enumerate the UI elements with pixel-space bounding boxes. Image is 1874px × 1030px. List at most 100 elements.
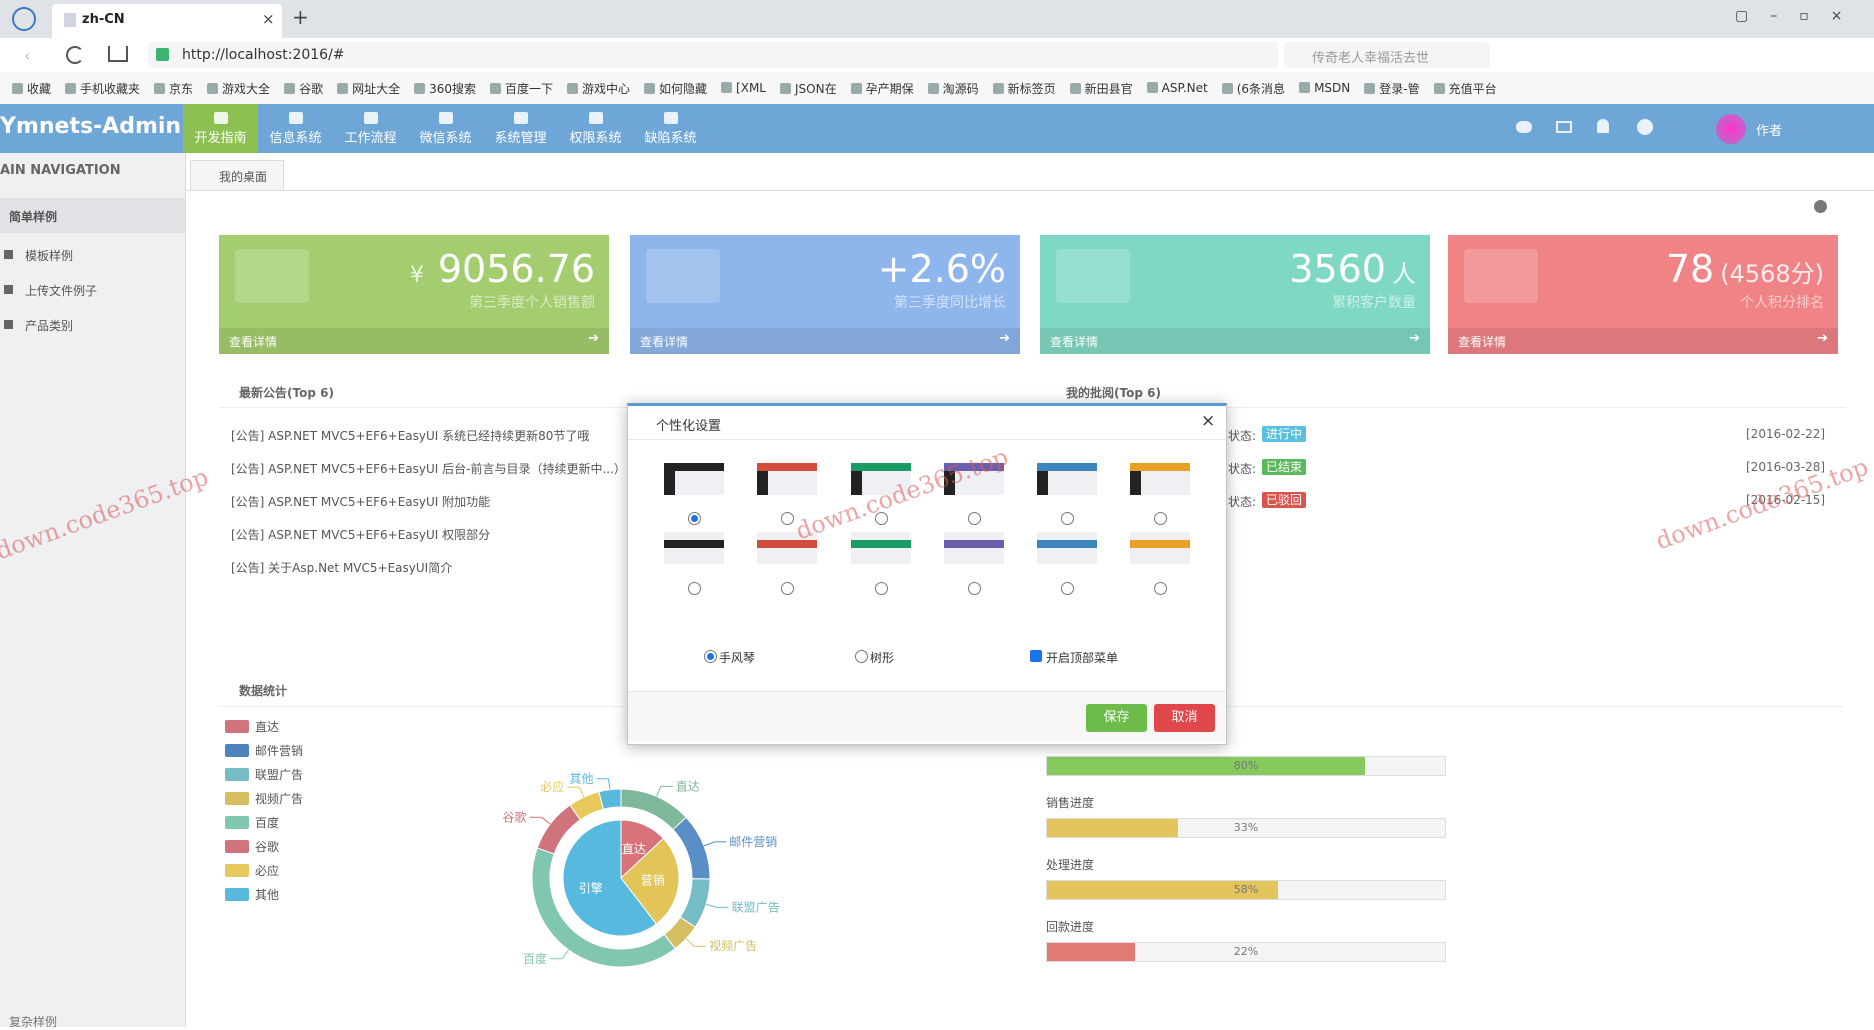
menu-radio[interactable]	[704, 650, 717, 663]
nav-item[interactable]: 缺陷系统	[633, 104, 708, 153]
theme-radio[interactable]	[781, 512, 794, 525]
reload[interactable]	[66, 46, 84, 64]
slice-label: 视频广告	[709, 938, 757, 953]
menu-option[interactable]: 手风琴	[719, 651, 756, 665]
bookmark[interactable]: 游戏大全	[207, 80, 270, 97]
nav-item[interactable]: 工作流程	[333, 104, 408, 153]
bookmark[interactable]: MSDN	[1299, 81, 1350, 95]
tab-close[interactable]: ×	[262, 10, 275, 28]
theme-swatch[interactable]	[757, 532, 817, 564]
bookmark[interactable]: JSON在	[780, 80, 837, 97]
top-menu-label[interactable]: 开启顶部菜单	[1046, 651, 1119, 665]
theme-radio[interactable]	[688, 582, 701, 595]
menu-radio[interactable]	[855, 650, 868, 663]
address-box[interactable]: http://localhost:2016/#	[148, 42, 1278, 68]
user-name[interactable]: 作者	[1756, 124, 1783, 139]
theme-radio[interactable]	[781, 582, 794, 595]
gear[interactable]	[1814, 200, 1827, 213]
home[interactable]	[108, 46, 128, 62]
save-button[interactable]: 保存	[1086, 704, 1147, 732]
dialog-close[interactable]: ×	[1201, 411, 1216, 431]
theme-swatch[interactable]	[944, 532, 1004, 564]
theme-swatch[interactable]	[1037, 463, 1097, 495]
nav-item[interactable]: 信息系统	[258, 104, 333, 153]
window-controls[interactable]: ▢–▫×	[1735, 8, 1865, 24]
theme-radio[interactable]	[968, 582, 981, 595]
announcement[interactable]: [公告] 关于Asp.Net MVC5+EasyUI简介	[231, 561, 453, 575]
bookmark[interactable]: 淘源码	[928, 80, 979, 97]
nav-item[interactable]: 开发指南	[183, 104, 258, 153]
sidebar-item[interactable]: 模板样例	[0, 241, 185, 271]
browser-tab[interactable]: zh-CN ×	[52, 4, 282, 38]
bookmark[interactable]: ASP.Net	[1147, 81, 1208, 95]
bookmark[interactable]: 游戏中心	[567, 80, 630, 97]
bookmark[interactable]: 网址大全	[337, 80, 400, 97]
card-strip[interactable]: 查看详情 ➔	[219, 328, 609, 354]
cancel-button[interactable]: 取消	[1154, 704, 1215, 732]
brand[interactable]: Ymnets-Admin	[0, 114, 182, 139]
theme-swatch[interactable]	[851, 532, 911, 564]
back[interactable]: ‹	[24, 46, 31, 65]
bookmark[interactable]: 登录-管	[1364, 80, 1419, 97]
bookmark[interactable]: 京东	[154, 80, 193, 97]
theme-radio[interactable]	[688, 512, 701, 525]
bookmark[interactable]: 新田县官	[1070, 80, 1133, 97]
theme-swatch[interactable]	[1130, 532, 1190, 564]
bookmark[interactable]: 手机收藏夹	[65, 80, 140, 97]
announcement[interactable]: [公告] ASP.NET MVC5+EF6+EasyUI 附加功能	[231, 495, 491, 509]
theme-radio[interactable]	[1061, 582, 1074, 595]
sidebar: AIN NAVIGATION 简单样例 模板样例 上传文件例子 产品类别 复杂样例	[0, 153, 186, 1029]
theme-swatch[interactable]	[1130, 463, 1190, 495]
bookmark[interactable]: 百度一下	[490, 80, 553, 97]
card-strip[interactable]: 查看详情 ➔	[630, 328, 1020, 354]
theme-radio[interactable]	[1061, 512, 1074, 525]
menu-option[interactable]: 树形	[870, 651, 895, 665]
avatar[interactable]	[1716, 114, 1746, 144]
theme-swatch[interactable]	[757, 463, 817, 495]
nav-item[interactable]: 系统管理	[483, 104, 558, 153]
bookmark[interactable]: [XML	[721, 81, 766, 95]
theme-swatch[interactable]	[1037, 532, 1097, 564]
card-strip[interactable]: 查看详情 ➔	[1040, 328, 1430, 354]
bookmark[interactable]: 谷歌	[284, 80, 323, 97]
theme-swatch[interactable]	[664, 532, 724, 564]
theme-radio[interactable]	[875, 582, 888, 595]
announcement[interactable]: [公告] ASP.NET MVC5+EF6+EasyUI 权限部分	[231, 528, 491, 542]
new-tab[interactable]: +	[292, 5, 309, 29]
slice-label: 谷歌	[503, 809, 527, 824]
bell-icon[interactable]	[1597, 119, 1609, 133]
theme-swatch[interactable]	[851, 463, 911, 495]
announcement[interactable]: [公告] ASP.NET MVC5+EF6+EasyUI 后台-前言与目录（持续…	[231, 462, 626, 476]
stat-card: 3560 人累积客户数量 查看详情 ➔	[1040, 235, 1430, 354]
bookmark[interactable]: 如何隐藏	[644, 80, 707, 97]
bookmark[interactable]: 新标签页	[993, 80, 1056, 97]
sidebar-item[interactable]: 上传文件例子	[0, 276, 185, 306]
theme-swatch[interactable]	[944, 463, 1004, 495]
settings-icon[interactable]	[1637, 119, 1653, 135]
card-link: 查看详情	[229, 335, 278, 349]
theme-radio[interactable]	[968, 512, 981, 525]
chat-icon[interactable]	[1516, 121, 1532, 133]
bookmark[interactable]: 孕产期保	[851, 80, 914, 97]
sidebar-item[interactable]: 产品类别	[0, 311, 185, 341]
progress-value: 80%	[1233, 759, 1259, 772]
card-strip[interactable]: 查看详情 ➔	[1448, 328, 1838, 354]
search-box[interactable]: 传奇老人幸福活去世	[1284, 42, 1490, 68]
bookmark[interactable]: (6条消息	[1222, 80, 1285, 97]
bookmark[interactable]: 360搜索	[414, 80, 476, 97]
bookmark[interactable]: 收藏	[12, 80, 51, 97]
announcement[interactable]: [公告] ASP.NET MVC5+EF6+EasyUI 系统已经持续更新80节…	[231, 429, 590, 443]
sidebar-group[interactable]: 简单样例	[0, 198, 185, 233]
bottom-group[interactable]: 复杂样例	[9, 1015, 58, 1029]
mail-icon[interactable]	[1556, 121, 1572, 133]
theme-swatch[interactable]	[664, 463, 724, 495]
top-menu-checkbox[interactable]	[1030, 650, 1042, 662]
theme-radio[interactable]	[1154, 512, 1167, 525]
nav-item[interactable]: 微信系统	[408, 104, 483, 153]
page-tab[interactable]: 我的桌面	[190, 160, 284, 191]
theme-radio[interactable]	[875, 512, 888, 525]
nav-item[interactable]: 权限系统	[558, 104, 633, 153]
theme-radio[interactable]	[1154, 582, 1167, 595]
swatch-top	[851, 463, 911, 471]
bookmark[interactable]: 充值平台	[1434, 80, 1497, 97]
